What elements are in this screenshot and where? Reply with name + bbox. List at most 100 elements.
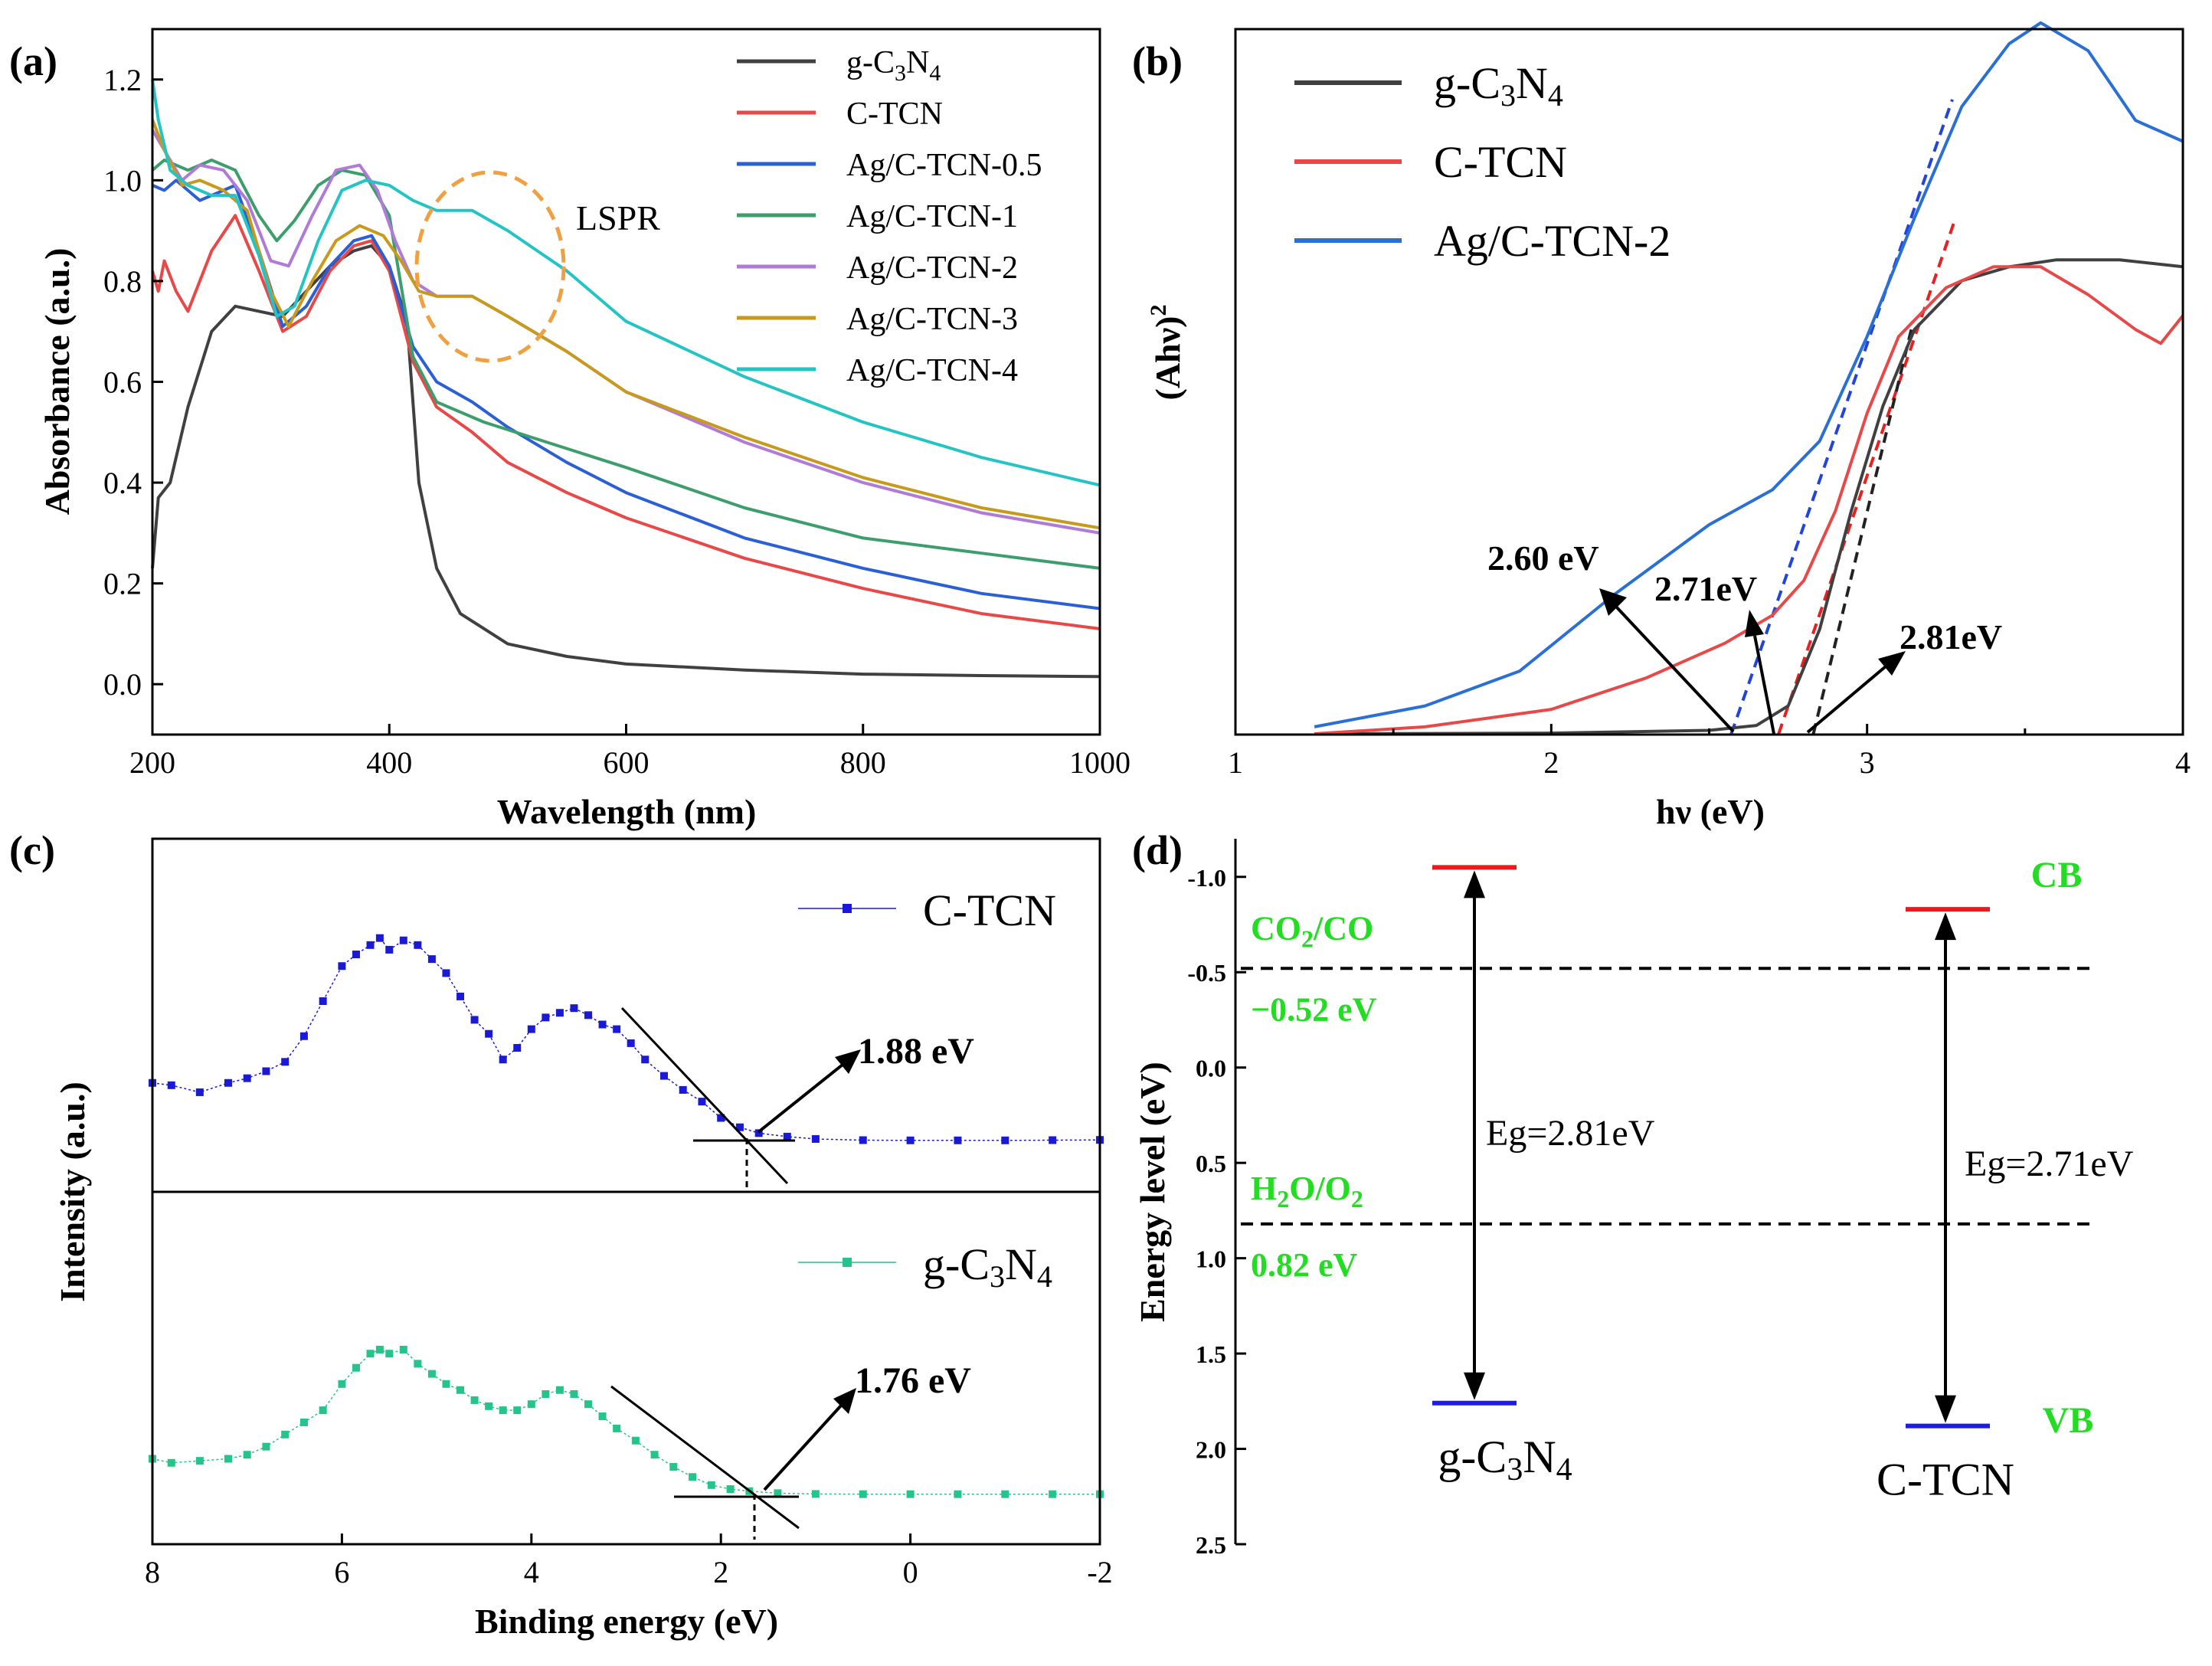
y-tick-label: 0.4	[103, 466, 142, 500]
x-tick-label: 4	[2175, 745, 2191, 780]
arrow-2.60	[1615, 605, 1735, 733]
legend-label-c-tcn: C-TCN	[846, 97, 943, 132]
svg-text:(Ahν)2: (Ahν)2	[1146, 305, 1187, 401]
y-tick-label: 1.5	[1196, 1340, 1226, 1368]
panel-b-ticks: 1 2 3 4	[1228, 724, 2191, 780]
data-point-g-c3n4	[399, 1345, 407, 1353]
data-point-g-c3n4	[1001, 1490, 1009, 1498]
data-point-c-tcn	[570, 1004, 578, 1013]
lspr-ellipse	[414, 170, 566, 363]
legend-label-g-c3n4-part: 3	[990, 1259, 1005, 1294]
gap-arrowhead-up-c-tcn	[1935, 912, 1956, 941]
legend-label-g-c3n4: g-C3N4	[923, 1239, 1052, 1294]
arrowhead-2.60	[1599, 588, 1627, 616]
data-point-c-tcn	[195, 1088, 204, 1096]
panel-b-arrowheads	[1599, 588, 1906, 676]
data-point-g-c3n4	[195, 1457, 204, 1465]
panel-d-axis: -1.0 -0.5 0.0 0.5 1.0 1.5 2.0 2.5	[1187, 839, 1246, 1559]
annot-2.81: 2.81eV	[1900, 617, 2002, 656]
annot-2.71: 2.71eV	[1654, 569, 1757, 608]
y-tick-label: 1.2	[103, 63, 142, 97]
series-line-ag-c-tcn-3	[151, 119, 1101, 530]
panel-c: (c) 1.88 eV 1.76 eV 8 6 4 2 0 -2 C-TCNg-C3N4 …	[9, 827, 1113, 1641]
annot-1.88: 1.88 eV	[858, 1031, 974, 1072]
data-point-c-tcn	[717, 1114, 725, 1122]
redox-label-0-part: CO	[1251, 909, 1301, 947]
y-tick-label: 2.0	[1196, 1436, 1226, 1464]
redox-label-1-part: 2	[1277, 1185, 1289, 1213]
data-point-c-tcn	[783, 1132, 791, 1141]
panel-c-ylabel: Intensity (a.u.)	[53, 1082, 92, 1302]
lspr-label: LSPR	[576, 198, 660, 237]
data-point-g-c3n4	[456, 1386, 465, 1394]
data-point-c-tcn	[906, 1136, 915, 1144]
data-point-c-tcn	[513, 1044, 522, 1052]
x-tick-label: 1000	[1069, 745, 1131, 780]
legend-label-ag-c-tcn-2-part: Ag/C-TCN-2	[1434, 216, 1670, 266]
data-point-c-tcn	[338, 962, 346, 970]
data-point-g-c3n4	[385, 1350, 394, 1358]
legend-label-g-c3n4-part: g-C	[1434, 58, 1500, 108]
tangent-line	[1729, 99, 1954, 735]
panel-b-arrows	[1615, 605, 1887, 735]
legend-swatch-marker-c-tcn	[843, 904, 852, 913]
panel-a-legend: g-C3N4 C-TCN Ag/C-TCN-0.5 Ag/C-TCN-1 Ag/C-TC…	[737, 45, 1042, 388]
panel-c-letter: (c)	[9, 827, 55, 873]
y-tick-label: 0.0	[103, 667, 142, 702]
legend-label-ag-c-tcn-2: Ag/C-TCN-2	[1434, 216, 1670, 266]
material-label-g-c3n4-part: N	[1523, 1432, 1556, 1482]
data-point-c-tcn	[167, 1081, 175, 1089]
x-tick-label: 400	[366, 745, 412, 780]
panel-c-xlabel: Binding energy (eV)	[475, 1602, 778, 1641]
gap-arrowhead-up-g-c3n4	[1464, 870, 1485, 898]
panel-b-letter: (b)	[1132, 38, 1183, 84]
series-line-ag-c-tcn-0-5	[152, 178, 1101, 610]
series-line-c-tcn	[1314, 265, 2184, 735]
data-point-g-c3n4	[859, 1490, 867, 1498]
legend-label-c-tcn: C-TCN	[923, 885, 1056, 935]
y-tick-label: 0.5	[1196, 1150, 1226, 1177]
data-point-g-c3n4	[669, 1463, 678, 1471]
panel-c-series	[149, 934, 1104, 1498]
series-line-g-c3n4	[1314, 258, 2184, 735]
y-tick-label: 0.8	[103, 264, 142, 299]
material-label-g-c3n4-part: 4	[1556, 1452, 1572, 1488]
data-point-c-tcn	[754, 1129, 763, 1137]
arrowhead-1.88	[835, 1049, 861, 1074]
legend-label-g-c3n4-part: N	[1005, 1239, 1037, 1289]
data-point-c-tcn	[281, 1058, 290, 1066]
data-point-g-c3n4	[167, 1458, 175, 1467]
panel-b-ylabel-sup: 2	[1146, 305, 1171, 316]
data-point-g-c3n4	[442, 1380, 450, 1388]
redox-label-0: CO2/CO	[1251, 909, 1373, 952]
data-point-g-c3n4	[726, 1485, 735, 1494]
panel-b-legend: g-C3N4 C-TCN Ag/C-TCN-2	[1294, 58, 1670, 266]
data-point-c-tcn	[659, 1072, 668, 1080]
legend-label-g-c3n4-part: 3	[1500, 78, 1516, 113]
redox-value-0: −0.52 eV	[1251, 990, 1377, 1028]
annot-1.76: 1.76 eV	[855, 1360, 971, 1401]
data-point-c-tcn	[224, 1078, 232, 1087]
data-point-g-c3n4	[281, 1430, 290, 1439]
data-point-c-tcn	[375, 934, 384, 942]
data-point-g-c3n4	[689, 1473, 697, 1481]
data-point-g-c3n4	[613, 1424, 621, 1432]
data-point-g-c3n4	[243, 1451, 251, 1459]
gap-arrowhead-down-c-tcn	[1935, 1395, 1956, 1423]
data-point-c-tcn	[299, 1032, 308, 1040]
data-point-c-tcn	[555, 1009, 564, 1017]
x-tick-label: 1	[1228, 745, 1243, 780]
x-tick-label: 8	[145, 1555, 160, 1589]
x-tick-label: 6	[334, 1555, 349, 1589]
panel-b-tangents	[1729, 99, 1958, 735]
panel-b-ylabel-main: (Ahν)	[1148, 316, 1187, 401]
redox-label-0-part: /CO	[1313, 909, 1373, 947]
arrowhead-2.71	[1745, 610, 1764, 637]
data-point-g-c3n4	[414, 1360, 422, 1368]
panel-a: (a) 200 400 600 800 1000 0.0 0.2 0.4 0.6 0.8 1.0 1.…	[9, 28, 1131, 831]
panel-b-series	[1314, 21, 2184, 735]
legend-label-c-tcn: C-TCN	[1434, 137, 1567, 187]
legend-label-g-c3n4-part: 4	[929, 61, 941, 86]
legend-swatch-marker-g-c3n4	[843, 1258, 852, 1267]
